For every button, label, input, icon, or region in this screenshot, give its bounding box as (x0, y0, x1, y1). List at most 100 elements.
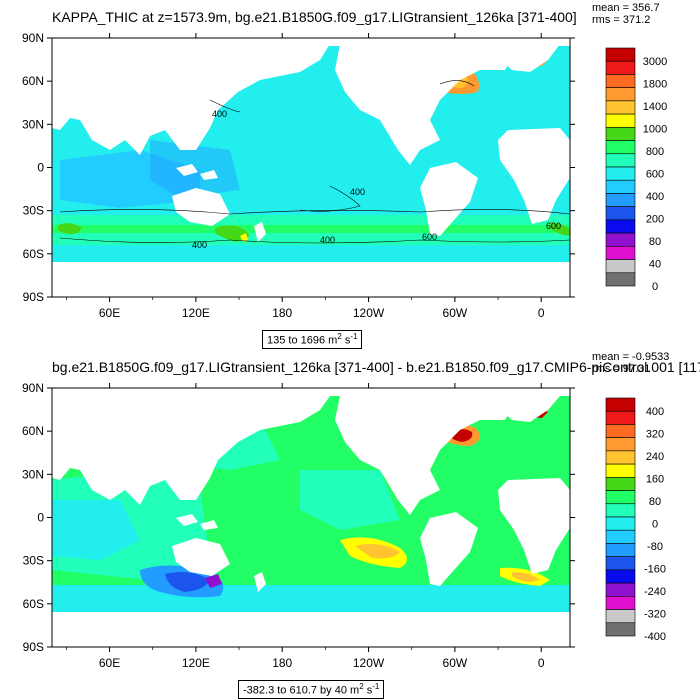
panel1-colorbar-box (605, 60, 636, 75)
panel2-colorbar-box (605, 437, 636, 452)
panel2-lon-label: 120E (182, 656, 210, 670)
panel1-range-label: 135 to 1696 m2 s-1 (262, 330, 363, 349)
panel1-lat-label: 90N (22, 31, 44, 45)
panel1-colorbar-box (605, 74, 636, 88)
panel1-lon-label: 120E (182, 306, 210, 320)
panel2-colorbar-box (605, 529, 636, 544)
panel2-colorbar-label: 160 (646, 474, 664, 486)
panel1-lon-label: 0 (538, 306, 545, 320)
panel1-colorbar-box (605, 179, 636, 194)
panel1-colorbar-box (605, 113, 636, 128)
panel1-colorbar-box (605, 193, 636, 207)
panel1-colorbar-box (605, 47, 636, 62)
panel2-lat-label: 30N (22, 467, 44, 481)
panel2-range-sup: 2 (359, 682, 364, 691)
panel1-colorbar-label: 0 (652, 281, 658, 293)
panel2-colorbar-box (605, 397, 636, 412)
panel2-colorbar-box (605, 477, 636, 491)
panel2-indian-core (52, 500, 140, 560)
panel2-colorbar-label: -160 (644, 564, 666, 576)
panel2-neg-au-core (165, 572, 210, 592)
panel1-colorbar-label: 3000 (643, 56, 667, 68)
panel2-range-sup2: -1 (372, 682, 380, 691)
panel2-lat-label: 90S (23, 640, 44, 654)
panel2-colorbar-box (605, 582, 636, 597)
panel1-mean: mean = 356.7 (592, 2, 660, 14)
panel2-pos-spac-core (355, 544, 400, 559)
panel1-lon-label: 60E (99, 306, 120, 320)
panel2-colorbar-label: -80 (647, 541, 663, 553)
panel2-colorbar-label: 0 (652, 519, 658, 531)
panel2-colorbar-label: 240 (646, 451, 664, 463)
panel2-colorbar-box (605, 596, 636, 610)
panel1-colorbar-label: 40 (649, 259, 661, 271)
panel1-colorbar-label: 800 (646, 146, 664, 158)
panel1-lat-label: 30S (23, 204, 44, 218)
panel1-map: 400 400 400 400 600 600 (52, 38, 570, 297)
panel2-neg-au-min (205, 574, 222, 588)
panel1-colorbar-box (605, 100, 636, 115)
panel2-colorbar-label: -240 (644, 586, 666, 598)
panel1-southern-core (52, 225, 570, 233)
panel1-hotspot-se (550, 222, 570, 236)
panel2-range-text: -382.3 to 610.7 by 40 m (243, 684, 360, 697)
panel2-colorbar-box (605, 410, 636, 425)
panel2-colorbar-label: -400 (644, 631, 666, 643)
panel1-range-sup2: -1 (350, 332, 358, 341)
panel2-colorbar-box (605, 450, 636, 465)
panel2-colorbar-box (605, 622, 636, 637)
panel2-colorbar-label: -320 (644, 609, 666, 621)
panel2-cpac-patch (300, 470, 400, 530)
panel2-lon-label: 60E (99, 656, 120, 670)
panel1-colorbar-box (605, 232, 636, 247)
panel2-lon-label: 180 (272, 656, 292, 670)
panel2-land (52, 388, 570, 647)
panel1-colorbar-box (605, 206, 636, 221)
panel1-range-text: 135 to 1696 m (267, 334, 338, 347)
panel1-lat-label: 0 (37, 161, 44, 175)
panel2-southern-band (52, 585, 570, 612)
panel1-contour-label-3: 400 (192, 240, 207, 250)
panel1-lon-label: 120W (353, 306, 385, 320)
panel2-range-label: -382.3 to 610.7 by 40 m2 s-1 (238, 680, 385, 699)
panel1-range-sup: 2 (337, 332, 342, 341)
panel2-colorbar-box (605, 490, 636, 505)
panel1-lon-label: 60W (443, 306, 468, 320)
axes-layer: 90N 60N 30N 0 30S 60S 90S 60E 120E 180 120W 60W 0 90N… (22, 31, 575, 670)
panel1-indo-pacific (60, 150, 200, 208)
panel1-lat-label: 30N (22, 117, 44, 131)
panel1-colorbar-box (605, 127, 636, 141)
panel1-colorbar-box (605, 259, 636, 274)
panel1-colorbar-box (605, 166, 636, 181)
panel2-lat-label: 0 (37, 511, 44, 525)
panel1-range-tail: s (341, 334, 351, 347)
panel1-colorbar-box (605, 219, 636, 234)
panel1-colorbar-box (605, 140, 636, 155)
panel2-colorbar-box (605, 424, 636, 438)
panel2-colorbar-box (605, 609, 636, 624)
panel2-map (52, 388, 570, 647)
panel1-contour-label-5: 600 (422, 232, 437, 242)
panel1-contour-label-6: 600 (546, 221, 561, 231)
panel1-hotspot-au-core (240, 233, 248, 242)
panel1-colorbar-label: 1800 (643, 79, 667, 91)
panel1-lon-label: 180 (272, 306, 292, 320)
panel1-lat-label: 60S (23, 247, 44, 261)
panel1-contour-label-1: 400 (212, 109, 227, 119)
panel1-contour-label-4: 400 (320, 235, 335, 245)
colorbars: 3000180014001000800600400200804004003202… (605, 47, 667, 643)
panel2-colorbar-box (605, 503, 636, 518)
panel2-range-tail: s (363, 684, 373, 697)
panel2-lon-label: 0 (538, 656, 545, 670)
panel1-colorbar-label: 200 (646, 214, 664, 226)
panel1-colorbar-box (605, 153, 636, 168)
panel1-colorbar-box (605, 272, 636, 287)
panel2-colorbar-box (605, 463, 636, 478)
panel2-colorbar-box (605, 516, 636, 531)
panel2-colorbar-label: 320 (646, 429, 664, 441)
panel2-colorbar-box (605, 556, 636, 571)
panel1-colorbar-label: 80 (649, 236, 661, 248)
panel1-colorbar-label: 1000 (643, 124, 667, 136)
panel2-rms: rms = 97.31 (592, 363, 651, 375)
